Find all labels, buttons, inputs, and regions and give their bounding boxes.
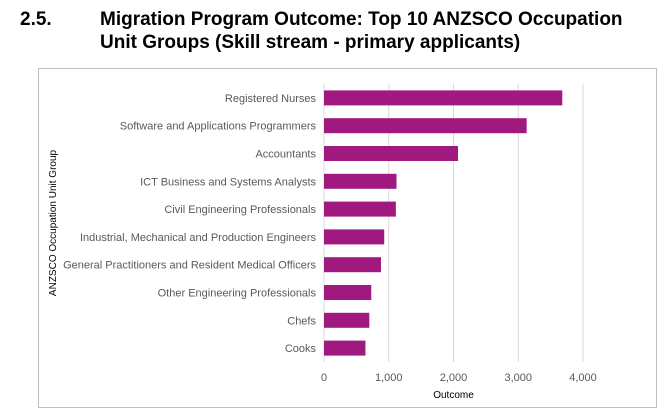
category-label: Industrial, Mechanical and Production En… bbox=[80, 232, 317, 244]
x-tick-label: 3,000 bbox=[504, 372, 532, 384]
section-title: Migration Program Outcome: Top 10 ANZSCO… bbox=[100, 9, 623, 53]
category-label: Registered Nurses bbox=[225, 93, 317, 105]
bar bbox=[324, 312, 370, 328]
bar bbox=[324, 340, 366, 356]
category-label: Civil Engineering Professionals bbox=[164, 204, 316, 216]
x-tick-label: 2,000 bbox=[440, 372, 468, 384]
bars bbox=[324, 90, 563, 356]
category-label: Other Engineering Professionals bbox=[158, 288, 317, 300]
bar bbox=[324, 118, 527, 134]
category-labels: Registered Nurses Software and Applicatio… bbox=[63, 93, 316, 355]
category-label: General Practitioners and Resident Medic… bbox=[63, 260, 316, 272]
bar bbox=[324, 173, 397, 189]
category-label: Chefs bbox=[287, 315, 316, 327]
bar bbox=[324, 146, 459, 161]
category-label: Cooks bbox=[285, 343, 317, 355]
category-label: ICT Business and Systems Analysts bbox=[140, 176, 316, 188]
x-tick-labels: 0 1,000 2,000 3,000 4,000 bbox=[321, 372, 597, 384]
y-axis-title: ANZSCO Occupation Unit Group bbox=[48, 149, 59, 296]
x-tick-label: 4,000 bbox=[569, 372, 597, 384]
bar bbox=[324, 285, 372, 300]
bar bbox=[324, 257, 381, 273]
x-tick-label: 1,000 bbox=[375, 372, 403, 384]
bar bbox=[324, 229, 385, 245]
x-axis-title: Outcome bbox=[433, 390, 474, 401]
category-label: Accountants bbox=[255, 149, 316, 161]
bar bbox=[324, 90, 563, 106]
bar bbox=[324, 201, 396, 217]
section-number: 2.5. bbox=[20, 9, 52, 30]
category-label: Software and Applications Programmers bbox=[120, 121, 317, 133]
x-tick-label: 0 bbox=[321, 372, 327, 384]
